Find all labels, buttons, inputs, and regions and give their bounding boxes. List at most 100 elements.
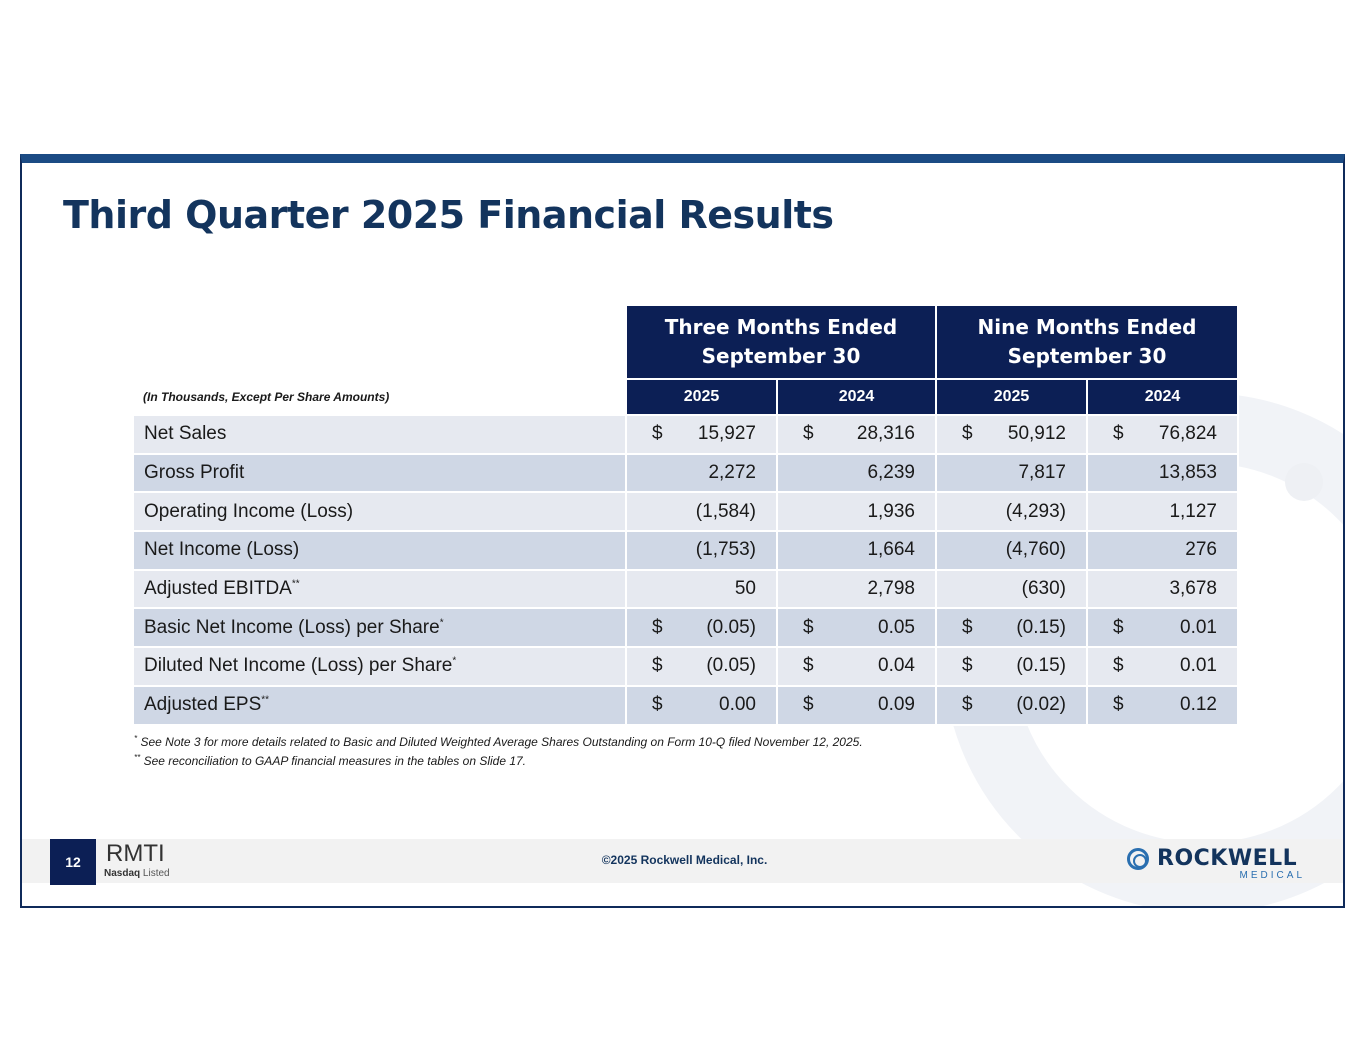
header-spacer [133,306,626,379]
cell-value: 6,239 [867,462,915,484]
cell-value: 1,936 [867,500,915,522]
currency-symbol: $ [803,655,814,677]
slide-footer: 12 RMTI Nasdaq Listed ©2025 Rockwell Med… [22,839,1343,885]
value-cell: $0.01 [1086,646,1239,687]
value-cell: $ (0.05) [625,607,778,649]
financial-results-table: Three Months Ended September 30 Nine Mont… [132,306,1239,726]
cell-value: (1,584) [695,500,756,522]
cell-value: (0.15) [1016,616,1066,638]
value-cell: $15,927 [625,414,778,455]
logo-ring-icon [1127,848,1149,870]
row-label: Operating Income (Loss) [132,491,627,533]
value-cell: $ (0.15) [935,646,1088,687]
cell-value: (0.02) [1016,694,1066,716]
exchange-label: Nasdaq Listed [104,868,170,879]
cell-value: 0.04 [878,655,915,677]
row-label: Gross Profit [132,452,627,494]
cell-value: 0.09 [878,694,915,716]
value-cell: $0.01 [1086,607,1239,649]
cell-value: 76,824 [1158,423,1217,445]
cell-value: (4,760) [1005,539,1066,561]
value-cell: 2,272 [625,452,778,494]
footnotes: * See Note 3 for more details related to… [134,733,863,771]
value-cell: 13,853 [1086,452,1239,494]
cell-value: 0.01 [1180,655,1217,677]
value-cell: $0.04 [776,646,937,687]
cell-value: (0.05) [706,616,756,638]
cell-value: 50,912 [1007,423,1066,445]
row-label: Basic Net Income (Loss) per Share* [132,607,627,649]
cell-value: 276 [1185,539,1217,561]
currency-symbol: $ [962,423,973,445]
cell-value: 28,316 [856,423,915,445]
currency-symbol: $ [652,423,663,445]
table-row: Net Income (Loss) (1,753) 1,664 (4,760) 276 [132,530,1239,571]
currency-symbol: $ [962,616,973,638]
slide-title: Third Quarter 2025 Financial Results [63,193,834,237]
cell-value: 1,127 [1169,500,1217,522]
units-note: (In Thousands, Except Per Share Amounts) [143,389,390,404]
cell-value: (630) [1021,578,1066,600]
currency-symbol: $ [652,616,663,638]
value-cell: (630) [935,568,1088,610]
footnote: * See Note 3 for more details related to… [134,734,863,750]
cell-value: (4,293) [1005,500,1066,522]
currency-symbol: $ [803,694,814,716]
year-header: 2025 [625,378,778,416]
table-row: Diluted Net Income (Loss) per Share* $ (0.… [132,646,1239,687]
currency-symbol: $ [1113,655,1124,677]
value-cell: $ (0.05) [625,646,778,687]
value-cell: $ (0.15) [935,607,1088,649]
rockwell-medical-logo: ROCKWELL MEDICAL [1127,846,1307,881]
three-months-header: Three Months Ended September 30 [625,306,937,379]
row-label: Diluted Net Income (Loss) per Share* [132,646,627,687]
value-cell: $0.09 [776,684,937,726]
cell-value: 0.05 [878,616,915,638]
logo-subtitle: MEDICAL [1239,870,1305,881]
currency-symbol: $ [1113,616,1124,638]
currency-symbol: $ [803,423,814,445]
page-number: 12 [50,839,96,885]
value-cell: (1,584) [625,491,778,533]
table-row: Net Sales $15,927 $28,316 $50,912 $76,824 [132,414,1239,455]
value-cell: $ (0.02) [935,684,1088,726]
currency-symbol: $ [1113,694,1124,716]
table-row: Adjusted EBITDA** 50 2,798 (630) 3,678 [132,568,1239,610]
value-cell: (4,760) [935,530,1088,571]
value-cell: 6,239 [776,452,937,494]
value-cell: 7,817 [935,452,1088,494]
value-cell: 1,127 [1086,491,1239,533]
cell-value: 1,664 [867,539,915,561]
value-cell: $28,316 [776,414,937,455]
row-label: Adjusted EPS** [132,684,627,726]
table-row: Adjusted EPS** $0.00 $0.09 $ (0.02) $0.12 [132,684,1239,726]
currency-symbol: $ [962,694,973,716]
currency-symbol: $ [962,655,973,677]
year-header: 2024 [1086,378,1239,416]
value-cell: 3,678 [1086,568,1239,610]
year-header: 2024 [776,378,937,416]
value-cell: $0.12 [1086,684,1239,726]
ticker-symbol: RMTI [106,840,165,867]
table-row: Basic Net Income (Loss) per Share* $ (0.05… [132,607,1239,649]
currency-symbol: $ [652,694,663,716]
currency-symbol: $ [1113,423,1124,445]
cell-value: 0.12 [1180,694,1217,716]
cell-value: 50 [734,578,756,600]
value-cell: $50,912 [935,414,1088,455]
cell-value: 0.00 [719,694,756,716]
background-dot-decoration [1285,463,1323,501]
value-cell: 1,664 [776,530,937,571]
slide: Third Quarter 2025 Financial Results Thr… [20,154,1345,908]
value-cell: 50 [625,568,778,610]
value-cell: $0.05 [776,607,937,649]
table-row: Operating Income (Loss) (1,584) 1,936 (4,29… [132,491,1239,533]
value-cell: 1,936 [776,491,937,533]
cell-value: 0.01 [1180,616,1217,638]
value-cell: $76,824 [1086,414,1239,455]
cell-value: (0.05) [706,655,756,677]
copyright-notice: ©2025 Rockwell Medical, Inc. [601,853,768,867]
cell-value: 15,927 [697,423,756,445]
footnote: ** See reconciliation to GAAP financial … [134,753,527,769]
value-cell: (1,753) [625,530,778,571]
